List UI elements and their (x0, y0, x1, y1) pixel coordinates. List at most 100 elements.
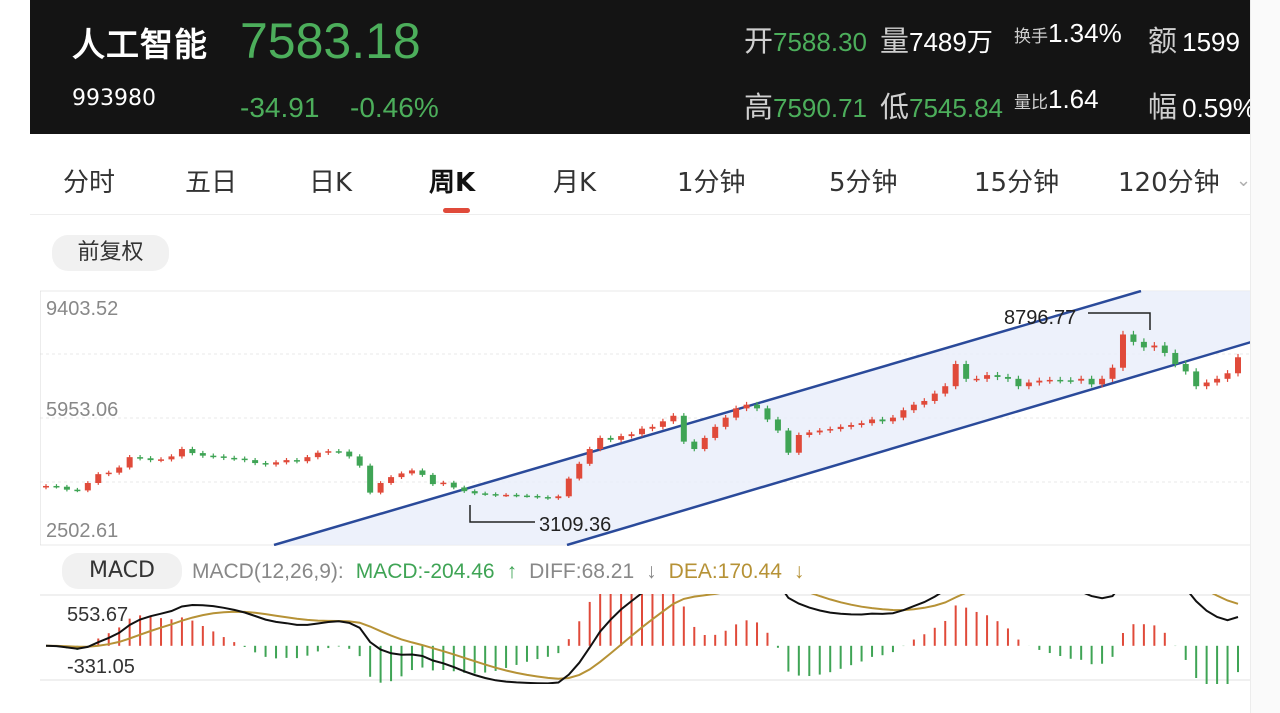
tab-monthly-k[interactable]: 月K (553, 168, 597, 198)
candle-body (649, 426, 656, 429)
candle-body (963, 364, 970, 379)
period-tabs: 分时 五日 日K 周K 月K 1分钟 5分钟 15分钟 120分钟 (30, 148, 1250, 215)
adjust-mode-button[interactable]: 前复权 (52, 235, 169, 271)
candle-body (1025, 382, 1032, 387)
stat-high: 高7590.71 (744, 84, 867, 126)
candle-body (639, 428, 645, 435)
candle-body (388, 477, 395, 484)
macd-value: MACD:-204.46 ↑ (355, 560, 518, 583)
candle-body (785, 430, 792, 453)
stat-open-label: 开 (744, 24, 774, 58)
candle-body (701, 437, 708, 450)
stat-high-label: 高 (744, 90, 774, 124)
candle-body (220, 456, 227, 458)
candle-body (335, 451, 342, 453)
stat-low-label: 低 (880, 90, 910, 124)
stat-open: 开7588.30 (744, 18, 867, 60)
tab-5min[interactable]: 5分钟 (829, 168, 898, 198)
candle-body (754, 404, 761, 409)
tab-1min[interactable]: 1分钟 (677, 168, 746, 198)
y-label-bottom: 2502.61 (46, 520, 119, 542)
stat-amount-value: 1599 (1182, 27, 1240, 57)
macd-value-text: MACD:-204.46 (355, 560, 495, 583)
high-annotation-leader (1088, 312, 1151, 330)
candle-body (691, 441, 698, 450)
candlestick-chart[interactable] (40, 290, 1250, 546)
candle-body (597, 437, 604, 450)
candle-body (241, 458, 248, 461)
candle-body (1099, 378, 1106, 385)
candle-body (1057, 379, 1064, 382)
diff-value: DIFF:68.21 ↓ (529, 560, 657, 583)
candle-body (1046, 379, 1053, 382)
candle-body (53, 485, 60, 488)
y-label-top: 9403.52 (46, 298, 119, 320)
candle-body (910, 404, 917, 411)
candle-body (869, 419, 876, 424)
candle-body (806, 432, 813, 435)
candle-body (774, 419, 781, 431)
tab-daily-k[interactable]: 日K (309, 168, 353, 198)
stat-volume-ratio-value: 1.64 (1048, 84, 1099, 114)
candle-body (680, 415, 687, 442)
stock-name: 人工智能 (72, 25, 208, 64)
tab-five-day[interactable]: 五日 (185, 168, 238, 198)
candles (43, 330, 1241, 500)
stat-amount-label: 额 (1148, 24, 1178, 58)
macd-legend: MACD(12,26,9): MACD:-204.46 ↑ DIFF:68.21 ↓ DE… (192, 560, 816, 584)
candle-body (848, 425, 855, 427)
candle-body (461, 487, 468, 492)
candle-body (973, 378, 980, 381)
candle-body (618, 436, 625, 440)
stat-volume-label: 量 (880, 24, 910, 58)
candle-body (942, 386, 949, 394)
diff-line (45, 594, 1239, 684)
macd-histogram (55, 594, 1239, 684)
chevron-down-icon[interactable]: ⌄ (1236, 170, 1250, 191)
candle-body (356, 456, 363, 466)
tab-15min[interactable]: 15分钟 (974, 168, 1060, 198)
candle-body (827, 429, 834, 431)
stat-volume-ratio-label: 量比 (1014, 93, 1048, 113)
stat-amount: 额 1599 (1148, 18, 1240, 60)
stat-volume-value: 7489万 (909, 27, 993, 57)
candle-body (482, 493, 489, 495)
candle-body (262, 463, 269, 465)
stat-amplitude-value: 0.59% (1182, 93, 1250, 123)
tab-intraday[interactable]: 分时 (63, 168, 116, 198)
candle-body (283, 460, 290, 463)
candle-body (293, 460, 300, 462)
candle-body (147, 458, 154, 461)
candle-body (670, 415, 677, 422)
candle-body (921, 400, 928, 405)
candle-body (523, 495, 530, 498)
candle-body (168, 456, 175, 460)
channel-lower-line (566, 341, 1250, 546)
macd-indicator-button[interactable]: MACD (62, 553, 182, 589)
candle-body (210, 455, 217, 458)
candle-body (116, 467, 123, 473)
candle-body (1130, 334, 1137, 342)
price-change-percent: -0.46% (350, 92, 439, 123)
candle-body (1067, 380, 1074, 382)
candle-body (492, 494, 499, 496)
macd-y-label-top: 553.67 (67, 604, 129, 626)
candle-body (1140, 341, 1147, 348)
candle-body (408, 470, 415, 474)
candle-body (1088, 378, 1095, 385)
macd-chart[interactable] (40, 594, 1250, 684)
candle-body (105, 472, 112, 475)
stat-amplitude: 幅 0.59% (1148, 84, 1250, 126)
candle-body (367, 465, 374, 493)
low-annotation: 3109.36 (539, 514, 612, 536)
stat-high-value: 7590.71 (773, 93, 867, 123)
quote-header: 人工智能 993980 7583.18 -34.91 -0.46% 开7588.… (30, 0, 1250, 134)
candle-body (879, 419, 886, 422)
candle-body (1015, 378, 1022, 387)
candle-body (544, 497, 551, 499)
stat-volume: 量7489万 (880, 18, 993, 60)
candle-body (43, 485, 49, 488)
tab-weekly-k[interactable]: 周K (429, 168, 476, 198)
candle-body (994, 375, 1001, 377)
tab-120min[interactable]: 120分钟 (1118, 168, 1220, 198)
